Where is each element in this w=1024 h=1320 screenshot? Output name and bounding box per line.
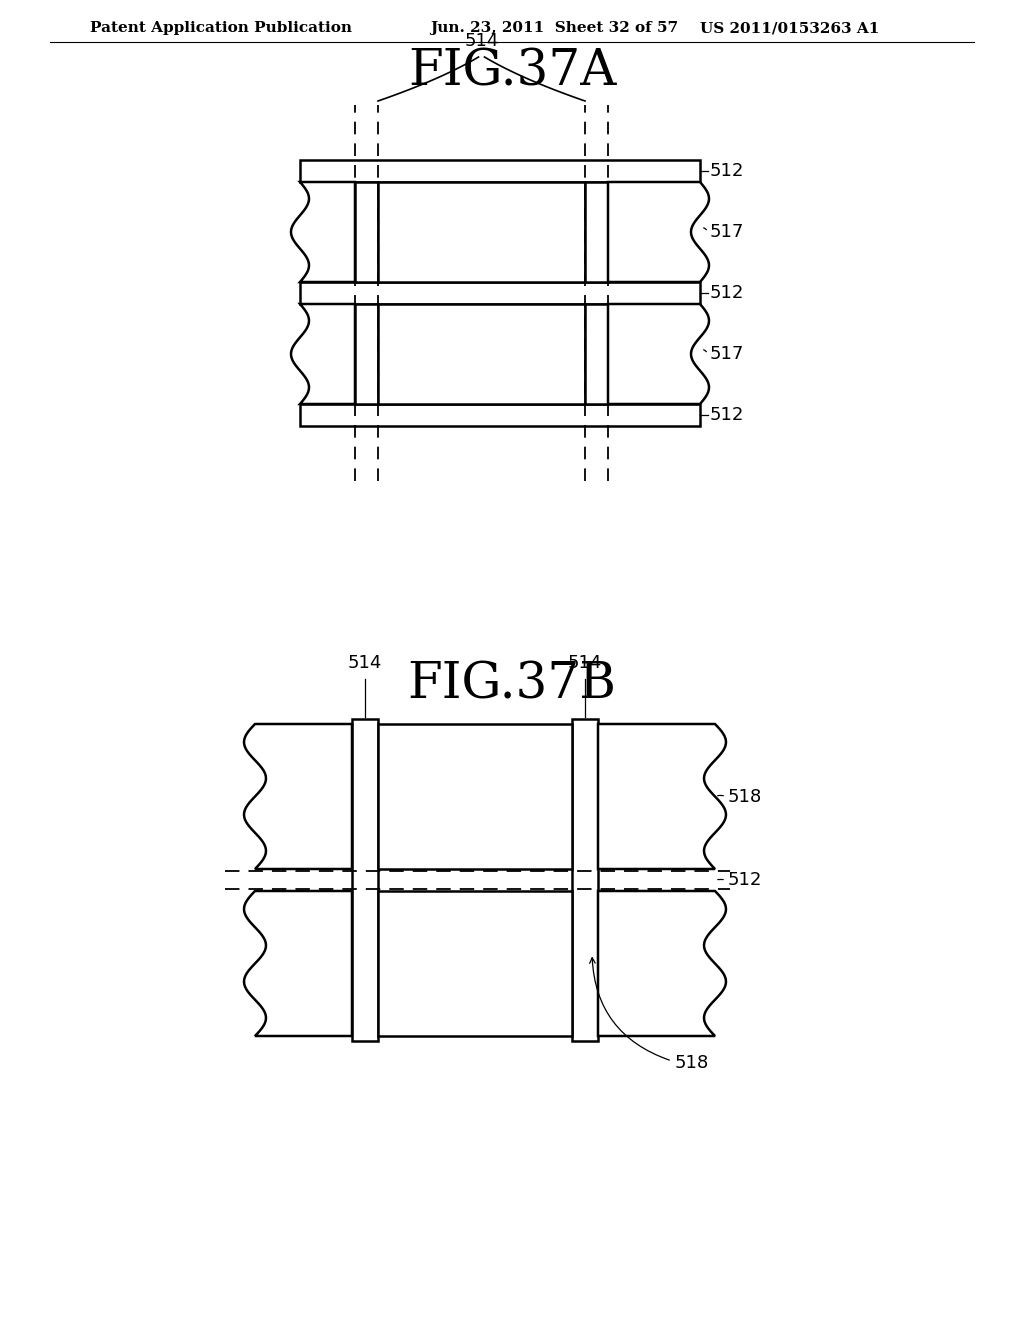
Text: 517: 517 — [710, 345, 744, 363]
Polygon shape — [608, 304, 709, 404]
Bar — [378, 182, 585, 282]
Bar — [378, 723, 572, 869]
Text: FIG.37A: FIG.37A — [408, 48, 616, 96]
Text: 512: 512 — [728, 871, 763, 888]
Polygon shape — [244, 891, 352, 1036]
Polygon shape — [291, 182, 355, 282]
Text: 512: 512 — [710, 162, 744, 180]
Text: US 2011/0153263 A1: US 2011/0153263 A1 — [700, 21, 880, 36]
Polygon shape — [291, 304, 355, 404]
Bar — [572, 719, 598, 1041]
Polygon shape — [598, 723, 726, 869]
Text: 517: 517 — [710, 223, 744, 242]
Bar — [585, 182, 608, 282]
Text: 514: 514 — [348, 653, 382, 672]
Polygon shape — [598, 891, 726, 1036]
Text: 514: 514 — [568, 653, 602, 672]
Bar — [300, 404, 700, 426]
Bar — [585, 304, 608, 404]
Polygon shape — [244, 723, 352, 869]
Bar — [300, 282, 700, 304]
Bar — [355, 304, 378, 404]
Text: 514: 514 — [464, 32, 499, 50]
Text: 518: 518 — [675, 1053, 710, 1072]
Text: 512: 512 — [710, 284, 744, 302]
Bar — [352, 719, 378, 1041]
Text: 512: 512 — [710, 407, 744, 424]
Polygon shape — [608, 182, 709, 282]
Bar — [378, 304, 585, 404]
Text: FIG.37B: FIG.37B — [408, 660, 616, 710]
Bar — [300, 160, 700, 182]
Text: Jun. 23, 2011  Sheet 32 of 57: Jun. 23, 2011 Sheet 32 of 57 — [430, 21, 678, 36]
Bar — [378, 891, 572, 1036]
Text: Patent Application Publication: Patent Application Publication — [90, 21, 352, 36]
Text: 518: 518 — [728, 788, 762, 805]
Bar — [355, 182, 378, 282]
